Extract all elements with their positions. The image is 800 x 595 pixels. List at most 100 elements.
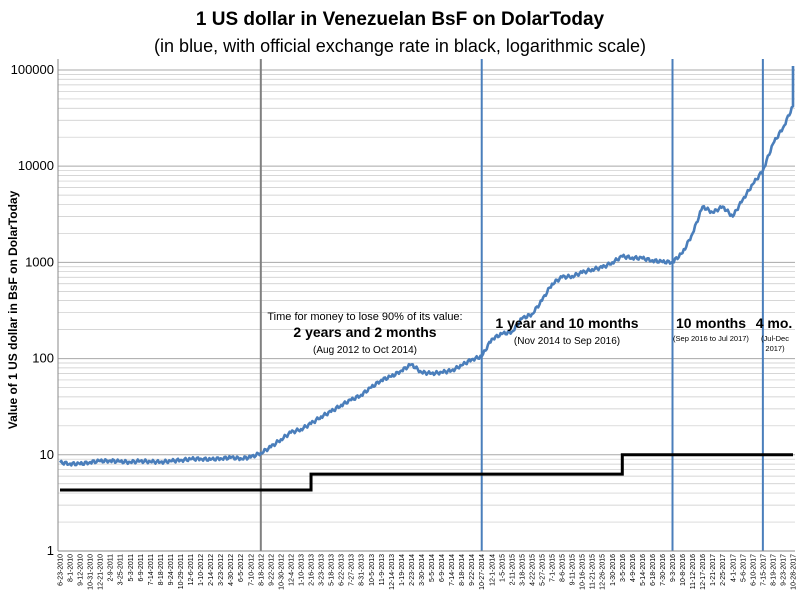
x-tick-label: 6-18-2016 xyxy=(650,554,657,586)
x-tick-label: 6-10-2017 xyxy=(750,554,757,586)
x-tick-label: 6-5-2012 xyxy=(238,554,245,582)
dolartoday-series xyxy=(58,65,795,467)
annotation-period3-range: (Sep 2016 to Jul 2017) xyxy=(673,334,749,343)
x-tick-label: 9-24-2011 xyxy=(168,554,175,586)
y-tick-label: 1000 xyxy=(25,254,54,269)
annotation-period1-range: (Aug 2012 to Oct 2014) xyxy=(313,345,417,356)
annotation-period1-duration: 2 years and 2 months xyxy=(293,324,436,340)
annotation-period4-range-line2: 2017) xyxy=(765,344,785,353)
y-axis-label: Value of 1 US dollar in BsF on DolarToda… xyxy=(6,190,20,429)
official-rate-line xyxy=(60,453,793,492)
x-tick-label: 10-8-2016 xyxy=(680,554,687,586)
x-tick-label: 2-23-2014 xyxy=(409,554,416,586)
x-tick-label: 1-21-2017 xyxy=(710,554,717,586)
x-tick-label: 2-16-2013 xyxy=(309,554,316,586)
x-tick-label: 2-14-2012 xyxy=(208,554,215,586)
y-tick-label: 100 xyxy=(32,351,54,366)
x-tick-label: 8-1-2010 xyxy=(68,554,75,582)
x-tick-label: 1-10-2012 xyxy=(198,554,205,586)
x-tick-label: 8-18-2012 xyxy=(258,554,265,586)
x-tick-label: 5-5-2014 xyxy=(429,554,436,582)
x-tick-label: 12-17-2016 xyxy=(700,554,707,590)
y-tick-label: 100000 xyxy=(11,62,54,77)
chart-title: 1 US dollar in Venezuelan BsF on DolarTo… xyxy=(196,9,605,30)
x-tick-label: 10-29-2011 xyxy=(178,554,185,589)
y-tick-label: 10 xyxy=(40,447,54,462)
annotation-period2-range: (Nov 2014 to Sep 2016) xyxy=(514,336,620,347)
x-tick-label: 7-15-2017 xyxy=(760,554,767,586)
x-tick-label: 5-6-2017 xyxy=(740,554,747,582)
x-tick-label: 10-28-2017 xyxy=(791,554,798,590)
annotation-period4-range-line1: (Jul-Dec xyxy=(761,334,789,343)
x-tick-label: 1-19-2014 xyxy=(399,554,406,586)
x-tick-label: 5-27-2015 xyxy=(540,554,547,586)
x-tick-label: 6-9-2011 xyxy=(138,554,145,582)
x-tick-label: 9-23-2017 xyxy=(781,554,788,586)
x-tick-label: 4-9-2016 xyxy=(630,554,637,582)
y-tick-labels: 1 10 100 1000 10000 100000 xyxy=(11,62,54,558)
x-tick-label: 7-14-2014 xyxy=(449,554,456,586)
y-tick-label: 1 xyxy=(47,543,54,558)
annotation-period4-duration: 4 mo. xyxy=(756,315,793,331)
x-tick-label: 8-18-2014 xyxy=(459,554,466,586)
x-tick-label: 11-21-2015 xyxy=(590,554,597,589)
dolartoday-rate-line xyxy=(58,65,795,467)
x-tick-label: 10-16-2015 xyxy=(580,554,587,590)
annotations: Time for money to lose 90% of its value:… xyxy=(267,311,792,356)
x-tick-label: 9-22-2014 xyxy=(469,554,476,586)
x-tick-label: 8-31-2013 xyxy=(359,554,366,586)
y-tick-label: 10000 xyxy=(18,158,54,173)
axes xyxy=(57,59,795,552)
x-tick-label: 2-9-2011 xyxy=(108,554,115,582)
x-tick-label: 1-10-2013 xyxy=(299,554,306,586)
x-tick-label: 5-14-2016 xyxy=(640,554,647,586)
x-tick-label: 3-23-2013 xyxy=(319,554,326,586)
annotation-period2-duration: 1 year and 10 months xyxy=(495,315,638,331)
x-tick-label: 7-10-2012 xyxy=(248,554,255,586)
x-tick-label: 8-19-2017 xyxy=(770,554,777,586)
x-tick-label: 6-22-2013 xyxy=(339,554,346,586)
x-tick-label: 7-27-2013 xyxy=(349,554,356,586)
x-tick-label: 9-12-2010 xyxy=(78,554,85,586)
x-tick-label: 8-18-2011 xyxy=(158,554,165,586)
x-tick-label: 10-30-2012 xyxy=(278,554,285,590)
chart-subtitle: (in blue, with official exchange rate in… xyxy=(154,36,646,56)
x-tick-label: 12-4-2012 xyxy=(288,554,295,586)
x-tick-label: 12-26-2015 xyxy=(600,554,607,590)
x-tick-label: 3-30-2014 xyxy=(419,554,426,586)
x-tick-label: 11-12-2016 xyxy=(690,554,697,589)
x-tick-label: 11-9-2013 xyxy=(379,554,386,586)
x-tick-label: 1-30-2016 xyxy=(610,554,617,586)
x-tick-label: 7-14-2011 xyxy=(148,554,155,586)
official-rate-series xyxy=(60,453,793,492)
x-tick-label: 7-1-2015 xyxy=(550,554,557,582)
x-tick-label: 4-1-2017 xyxy=(730,554,737,582)
x-tick-label: 7-30-2016 xyxy=(660,554,667,586)
x-tick-label: 3-23-2012 xyxy=(218,554,225,586)
x-tick-label: 5-3-2011 xyxy=(128,554,135,582)
x-tick-labels: 6-23-2010 8-1-2010 9-12-2010 10-31-2010 12-2… xyxy=(58,554,798,590)
x-tick-label: 1-5-2015 xyxy=(499,554,506,582)
x-tick-label: 9-3-2016 xyxy=(670,554,677,582)
x-tick-label: 3-18-2015 xyxy=(519,554,526,586)
x-tick-label: 10-5-2013 xyxy=(369,554,376,586)
x-tick-label: 4-30-2012 xyxy=(228,554,235,586)
x-tick-label: 9-11-2015 xyxy=(570,554,577,586)
x-tick-label: 12-6-2011 xyxy=(188,554,195,586)
x-tick-label: 3-5-2016 xyxy=(620,554,627,582)
x-tick-label: 10-27-2014 xyxy=(479,554,486,590)
vertical-markers xyxy=(259,59,764,551)
x-tick-label: 9-22-2012 xyxy=(268,554,275,586)
x-tick-label: 3-25-2011 xyxy=(118,554,125,586)
x-tick-label: 12-1-2014 xyxy=(489,554,496,586)
x-tick-label: 2-11-2015 xyxy=(509,554,516,586)
x-tick-label: 2-25-2017 xyxy=(720,554,727,586)
x-tick-label: 8-6-2015 xyxy=(560,554,567,582)
x-tick-label: 12-21-2010 xyxy=(98,554,105,590)
x-tick-label: 6-9-2014 xyxy=(439,554,446,582)
x-tick-label: 10-31-2010 xyxy=(88,554,95,590)
annotation-period3-duration: 10 months xyxy=(676,315,746,331)
x-tick-label: 4-22-2015 xyxy=(529,554,536,586)
